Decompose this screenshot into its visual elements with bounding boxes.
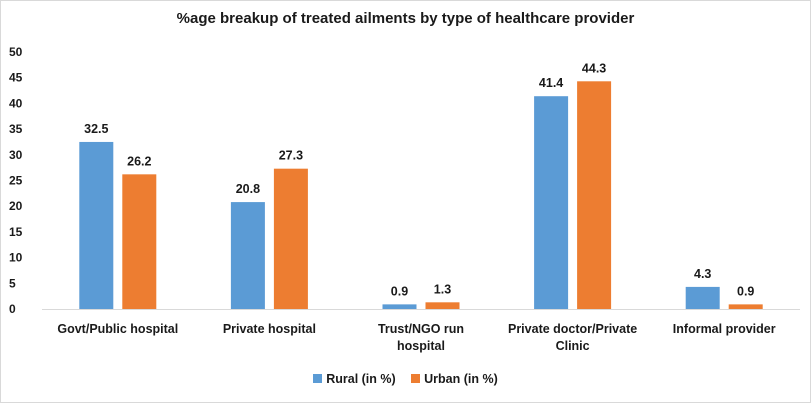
x-category-label: Private doctor/Private Clinic [508, 322, 637, 353]
bar-urban [273, 168, 308, 309]
bar-rural [382, 304, 417, 309]
legend-label-rural: Rural (in %) [326, 372, 396, 386]
y-tick-label: 40 [9, 96, 23, 110]
y-tick-label: 0 [9, 302, 16, 316]
bar-urban [425, 302, 460, 309]
y-axis: 0 5 10 15 20 25 30 35 40 45 50 [9, 45, 23, 316]
bar-urban [728, 304, 763, 309]
y-tick-label: 20 [9, 199, 23, 213]
legend-swatch-urban [411, 374, 421, 383]
data-label: 27.3 [279, 149, 303, 163]
y-tick-label: 15 [9, 225, 23, 239]
bar-rural [230, 202, 265, 309]
x-category-label: Informal provider [673, 322, 776, 336]
bar-rural [534, 96, 569, 309]
data-label: 20.8 [236, 182, 260, 196]
legend-item-rural: Rural (in %) [313, 372, 396, 386]
x-axis: Govt/Public hospital Private hospital Trus… [42, 309, 800, 353]
y-tick-label: 35 [9, 122, 23, 136]
y-tick-label: 10 [9, 251, 23, 265]
bar-rural [685, 286, 720, 309]
y-tick-label: 50 [9, 45, 23, 59]
y-tick-label: 45 [9, 71, 23, 85]
legend: Rural (in %) Urban (in %) [0, 372, 811, 386]
y-tick-label: 5 [9, 276, 16, 290]
legend-swatch-rural [313, 374, 323, 383]
legend-item-urban: Urban (in %) [411, 372, 498, 386]
data-label: 1.3 [434, 282, 451, 296]
x-category-label: Trust/NGO run hospital [378, 322, 464, 353]
bar-urban [122, 174, 157, 309]
data-labels: 32.5 26.2 20.8 27.3 0.9 1.3 41.4 44.3 4.3 0.9 [84, 61, 754, 298]
data-label: 44.3 [582, 61, 606, 75]
bars [79, 81, 763, 309]
bar-urban [577, 81, 612, 309]
data-label: 26.2 [127, 154, 151, 168]
data-label: 0.9 [391, 284, 408, 298]
data-label: 0.9 [737, 284, 754, 298]
y-tick-label: 30 [9, 148, 23, 162]
bar-rural [79, 141, 114, 309]
y-tick-label: 25 [9, 174, 23, 188]
data-label: 32.5 [84, 122, 108, 136]
data-label: 41.4 [539, 76, 563, 90]
x-category-label: Govt/Public hospital [57, 322, 178, 336]
data-label: 4.3 [694, 267, 711, 281]
legend-label-urban: Urban (in %) [424, 372, 498, 386]
x-category-label: Private hospital [223, 322, 316, 336]
chart-title: %age breakup of treated ailments by type… [176, 10, 635, 27]
